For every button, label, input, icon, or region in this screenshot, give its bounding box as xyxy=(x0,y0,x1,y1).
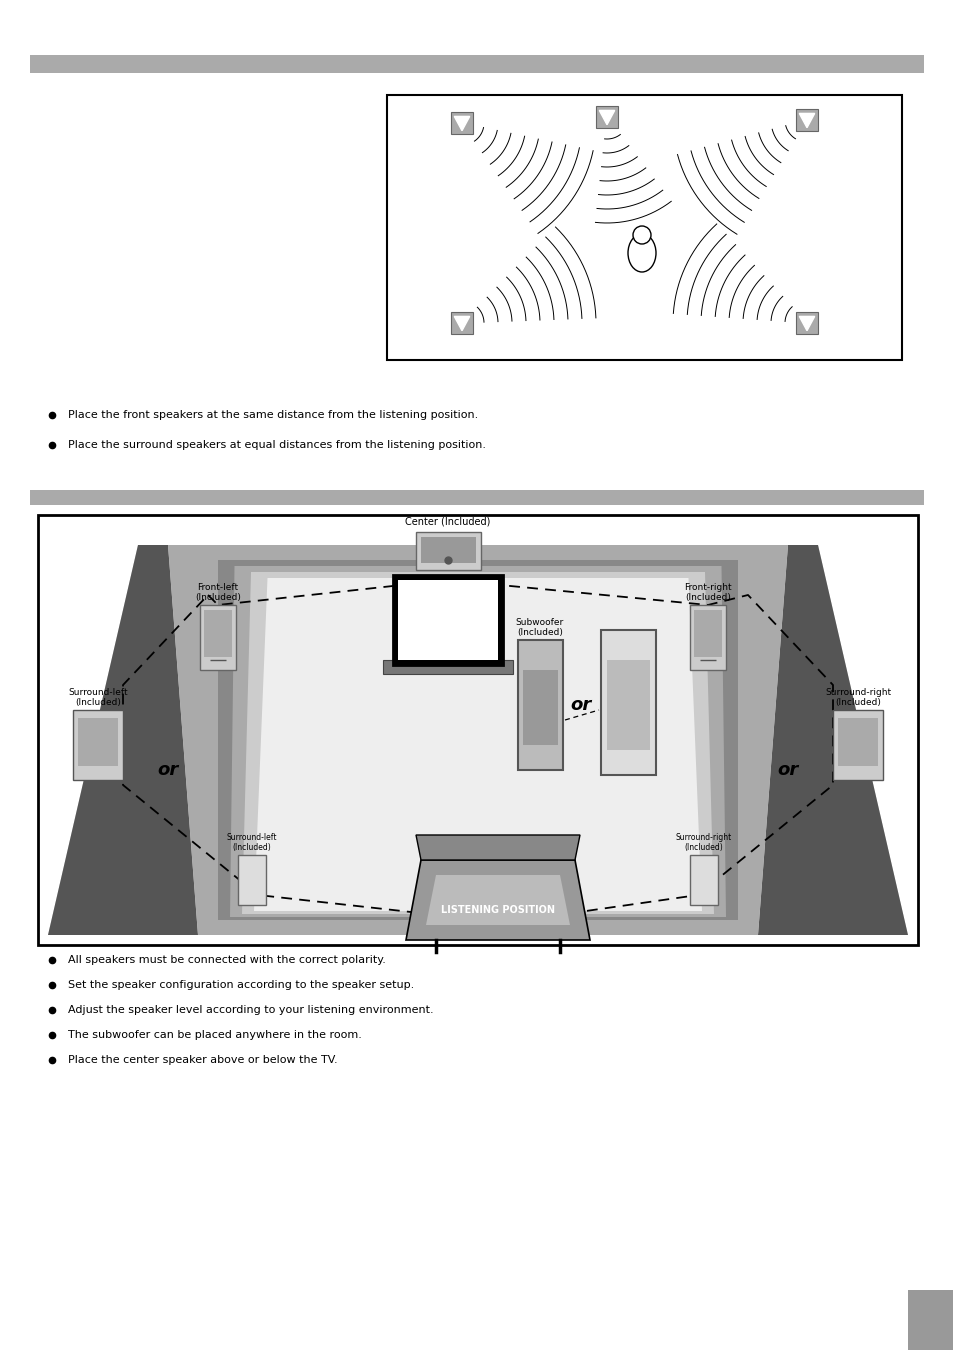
Text: Set the speaker configuration according to the speaker setup.: Set the speaker configuration according … xyxy=(68,979,414,990)
Bar xyxy=(420,536,476,563)
Bar xyxy=(596,105,618,128)
Text: The subwoofer can be placed anywhere in the room.: The subwoofer can be placed anywhere in … xyxy=(68,1029,361,1040)
Polygon shape xyxy=(230,566,725,917)
Polygon shape xyxy=(758,544,907,935)
Text: Place the front speakers at the same distance from the listening position.: Place the front speakers at the same dis… xyxy=(68,409,477,420)
Bar xyxy=(30,490,923,505)
Polygon shape xyxy=(218,561,738,920)
Polygon shape xyxy=(416,835,579,861)
Text: Surround-left
(Included): Surround-left (Included) xyxy=(227,832,277,852)
Bar xyxy=(382,661,513,674)
Bar xyxy=(600,630,656,775)
Bar xyxy=(237,855,266,905)
Bar xyxy=(795,312,817,334)
Bar xyxy=(517,640,562,770)
Bar xyxy=(397,580,497,661)
Polygon shape xyxy=(799,113,814,128)
Ellipse shape xyxy=(627,234,656,272)
Bar xyxy=(73,711,123,780)
Text: Front-left
(Included): Front-left (Included) xyxy=(194,582,241,603)
Bar xyxy=(451,112,473,134)
Text: Front-right
(Included): Front-right (Included) xyxy=(683,582,731,603)
Bar xyxy=(522,670,558,744)
Polygon shape xyxy=(598,111,614,124)
Text: or: or xyxy=(570,696,591,713)
Bar xyxy=(795,109,817,131)
Polygon shape xyxy=(253,578,701,911)
Bar xyxy=(689,605,725,670)
Text: Surround-left
(Included): Surround-left (Included) xyxy=(68,688,128,707)
Bar xyxy=(416,532,480,570)
Bar xyxy=(832,711,882,780)
Bar xyxy=(693,611,721,657)
Polygon shape xyxy=(454,316,469,331)
Text: Surround-right
(Included): Surround-right (Included) xyxy=(824,688,890,707)
Polygon shape xyxy=(426,875,569,925)
Bar xyxy=(204,611,232,657)
Text: or: or xyxy=(777,761,798,780)
Polygon shape xyxy=(454,116,469,131)
Bar xyxy=(907,1290,953,1350)
Bar xyxy=(38,515,917,944)
Bar xyxy=(606,661,649,750)
Bar xyxy=(200,605,235,670)
Polygon shape xyxy=(48,544,907,935)
Bar xyxy=(689,855,718,905)
Text: All speakers must be connected with the correct polarity.: All speakers must be connected with the … xyxy=(68,955,385,965)
Text: Place the surround speakers at equal distances from the listening position.: Place the surround speakers at equal dis… xyxy=(68,440,485,450)
Text: or: or xyxy=(157,761,178,780)
Text: Subwoofer
(Included): Subwoofer (Included) xyxy=(516,617,563,638)
Bar xyxy=(393,576,502,665)
Text: Adjust the speaker level according to your listening environment.: Adjust the speaker level according to yo… xyxy=(68,1005,434,1015)
Text: LISTENING POSITION: LISTENING POSITION xyxy=(440,905,555,915)
Bar xyxy=(387,95,901,359)
Bar xyxy=(837,717,877,766)
Text: Place the center speaker above or below the TV.: Place the center speaker above or below … xyxy=(68,1055,337,1065)
Text: Surround-right
(Included): Surround-right (Included) xyxy=(675,832,731,852)
Polygon shape xyxy=(406,861,589,940)
Bar xyxy=(78,717,118,766)
Polygon shape xyxy=(168,544,787,935)
Circle shape xyxy=(633,226,650,245)
Bar xyxy=(30,55,923,73)
Polygon shape xyxy=(242,571,713,915)
Text: Center (Included): Center (Included) xyxy=(405,517,490,527)
Polygon shape xyxy=(799,316,814,331)
Polygon shape xyxy=(48,544,198,935)
Bar xyxy=(451,312,473,334)
